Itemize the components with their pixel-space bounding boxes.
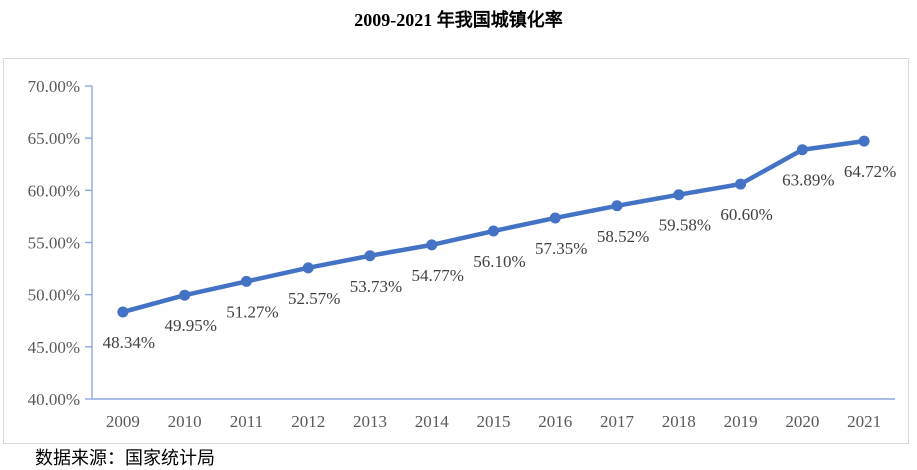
y-axis-tick-label: 60.00% [28, 181, 80, 200]
data-point-label: 59.58% [659, 216, 711, 235]
data-point [117, 306, 129, 318]
y-axis-tick-label: 70.00% [28, 77, 80, 96]
data-point [240, 275, 252, 287]
x-axis-tick-label: 2013 [353, 412, 387, 431]
y-axis-tick-label: 45.00% [28, 338, 80, 357]
data-point [179, 289, 191, 301]
x-axis-tick-label: 2012 [291, 412, 325, 431]
chart-title: 2009-2021 年我国城镇化率 [354, 10, 563, 30]
data-point [549, 212, 561, 224]
data-point-label: 48.34% [103, 333, 155, 352]
data-point [364, 250, 376, 262]
data-point-label: 49.95% [164, 316, 216, 335]
x-axis-tick-label: 2018 [662, 412, 696, 431]
data-point-label: 64.72% [844, 162, 896, 181]
data-point [858, 135, 870, 147]
x-axis-tick-label: 2014 [415, 412, 450, 431]
data-point [488, 225, 499, 237]
x-axis-tick-label: 2019 [724, 412, 758, 431]
data-point-label: 51.27% [226, 302, 278, 321]
y-axis-tick-label: 65.00% [28, 129, 80, 148]
data-point-label: 58.52% [597, 227, 649, 246]
chart-area: 70.00% 65.00% 60.00% 55.00% 50.00% 45.00% 40.0… [3, 58, 909, 444]
data-point [673, 189, 685, 201]
y-axis-tick-label: 50.00% [28, 286, 80, 305]
data-point [426, 239, 438, 251]
data-point-label: 52.57% [288, 289, 340, 308]
x-axis-tick-label: 2010 [168, 412, 202, 431]
x-axis-tick-label: 2021 [847, 412, 881, 431]
x-axis-tick-label: 2009 [106, 412, 140, 431]
data-point-label: 54.77% [412, 266, 464, 285]
y-axis-tick-label: 55.00% [28, 234, 80, 253]
data-point [735, 178, 747, 190]
x-axis-tick-label: 2016 [538, 412, 572, 431]
data-point-label: 57.35% [535, 239, 587, 258]
x-axis-tick-label: 2017 [600, 412, 635, 431]
chart-svg: 70.00% 65.00% 60.00% 55.00% 50.00% 45.00% 40.0… [28, 77, 897, 431]
data-point [302, 262, 314, 274]
x-axis-tick-label: 2015 [477, 412, 511, 431]
data-point-label: 60.60% [720, 205, 772, 224]
data-point [611, 200, 623, 212]
data-point-label: 63.89% [782, 171, 834, 190]
data-point-label: 56.10% [473, 252, 525, 271]
data-point [796, 144, 808, 156]
x-axis-tick-label: 2020 [785, 412, 819, 431]
data-point-label: 53.73% [350, 277, 402, 296]
source-note: 数据来源：国家统计局 [35, 448, 215, 468]
y-axis-tick-label: 40.00% [28, 390, 80, 409]
x-axis-tick-label: 2011 [230, 412, 263, 431]
